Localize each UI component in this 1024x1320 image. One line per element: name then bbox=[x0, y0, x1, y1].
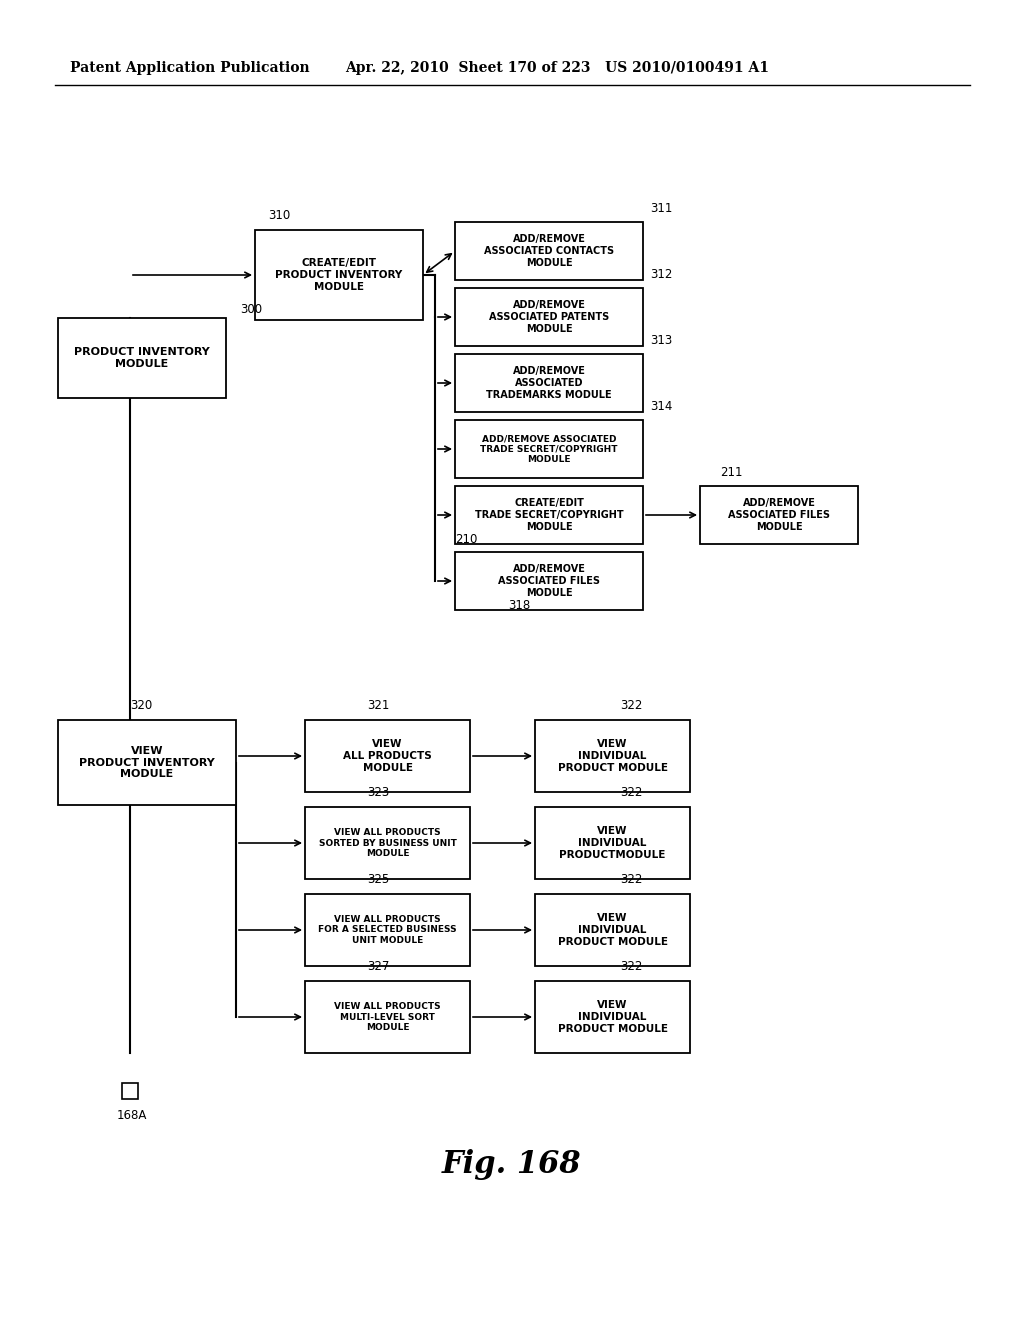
Bar bbox=[535, 719, 690, 792]
Text: 312: 312 bbox=[650, 268, 673, 281]
Bar bbox=[455, 354, 643, 412]
Text: ADD/REMOVE
ASSOCIATED FILES
MODULE: ADD/REMOVE ASSOCIATED FILES MODULE bbox=[498, 565, 600, 598]
Text: VIEW ALL PRODUCTS
FOR A SELECTED BUSINESS
UNIT MODULE: VIEW ALL PRODUCTS FOR A SELECTED BUSINES… bbox=[318, 915, 457, 945]
Text: CREATE/EDIT
TRADE SECRET/COPYRIGHT
MODULE: CREATE/EDIT TRADE SECRET/COPYRIGHT MODUL… bbox=[475, 499, 624, 532]
Text: ADD/REMOVE
ASSOCIATED PATENTS
MODULE: ADD/REMOVE ASSOCIATED PATENTS MODULE bbox=[488, 301, 609, 334]
Bar bbox=[305, 807, 470, 879]
Text: ADD/REMOVE
ASSOCIATED
TRADEMARKS MODULE: ADD/REMOVE ASSOCIATED TRADEMARKS MODULE bbox=[486, 367, 611, 400]
Bar bbox=[305, 719, 470, 792]
Text: VIEW ALL PRODUCTS
SORTED BY BUSINESS UNIT
MODULE: VIEW ALL PRODUCTS SORTED BY BUSINESS UNI… bbox=[318, 828, 457, 858]
Text: 300: 300 bbox=[240, 304, 262, 315]
Bar bbox=[535, 981, 690, 1053]
Text: Fig. 168: Fig. 168 bbox=[442, 1148, 582, 1180]
Text: 322: 322 bbox=[620, 960, 642, 973]
Bar bbox=[58, 719, 236, 805]
Bar bbox=[535, 807, 690, 879]
Text: VIEW
INDIVIDUAL
PRODUCT MODULE: VIEW INDIVIDUAL PRODUCT MODULE bbox=[557, 739, 668, 772]
Text: VIEW
PRODUCT INVENTORY
MODULE: VIEW PRODUCT INVENTORY MODULE bbox=[79, 746, 215, 779]
Bar bbox=[455, 222, 643, 280]
Text: ADD/REMOVE
ASSOCIATED FILES
MODULE: ADD/REMOVE ASSOCIATED FILES MODULE bbox=[728, 499, 830, 532]
Bar bbox=[455, 420, 643, 478]
Text: 327: 327 bbox=[367, 960, 389, 973]
Bar bbox=[58, 318, 226, 399]
Text: 322: 322 bbox=[620, 700, 642, 711]
Text: 310: 310 bbox=[268, 209, 290, 222]
Bar bbox=[122, 1082, 138, 1100]
Text: 320: 320 bbox=[130, 700, 153, 711]
Text: ADD/REMOVE
ASSOCIATED CONTACTS
MODULE: ADD/REMOVE ASSOCIATED CONTACTS MODULE bbox=[484, 235, 614, 268]
Bar bbox=[305, 981, 470, 1053]
Bar bbox=[255, 230, 423, 319]
Text: Patent Application Publication: Patent Application Publication bbox=[70, 61, 309, 75]
Bar bbox=[455, 288, 643, 346]
Text: VIEW
INDIVIDUAL
PRODUCTMODULE: VIEW INDIVIDUAL PRODUCTMODULE bbox=[559, 826, 666, 859]
Text: 321: 321 bbox=[367, 700, 389, 711]
Text: VIEW ALL PRODUCTS
MULTI-LEVEL SORT
MODULE: VIEW ALL PRODUCTS MULTI-LEVEL SORT MODUL… bbox=[334, 1002, 440, 1032]
Text: 211: 211 bbox=[720, 466, 742, 479]
Bar bbox=[455, 486, 643, 544]
Text: 323: 323 bbox=[367, 785, 389, 799]
Text: 311: 311 bbox=[650, 202, 673, 215]
Text: VIEW
INDIVIDUAL
PRODUCT MODULE: VIEW INDIVIDUAL PRODUCT MODULE bbox=[557, 913, 668, 946]
Text: 168A: 168A bbox=[117, 1109, 147, 1122]
Text: 325: 325 bbox=[367, 873, 389, 886]
Bar bbox=[305, 894, 470, 966]
Text: 314: 314 bbox=[650, 400, 673, 413]
Text: 210: 210 bbox=[455, 533, 477, 546]
Text: PRODUCT INVENTORY
MODULE: PRODUCT INVENTORY MODULE bbox=[74, 347, 210, 368]
Text: 318: 318 bbox=[508, 599, 530, 612]
Text: VIEW
ALL PRODUCTS
MODULE: VIEW ALL PRODUCTS MODULE bbox=[343, 739, 432, 772]
Text: 322: 322 bbox=[620, 785, 642, 799]
Text: 322: 322 bbox=[620, 873, 642, 886]
Text: ADD/REMOVE ASSOCIATED
TRADE SECRET/COPYRIGHT
MODULE: ADD/REMOVE ASSOCIATED TRADE SECRET/COPYR… bbox=[480, 434, 617, 463]
Bar bbox=[455, 552, 643, 610]
Bar bbox=[535, 894, 690, 966]
Bar bbox=[700, 486, 858, 544]
Text: Apr. 22, 2010  Sheet 170 of 223   US 2010/0100491 A1: Apr. 22, 2010 Sheet 170 of 223 US 2010/0… bbox=[345, 61, 769, 75]
Text: CREATE/EDIT
PRODUCT INVENTORY
MODULE: CREATE/EDIT PRODUCT INVENTORY MODULE bbox=[275, 259, 402, 292]
Text: 313: 313 bbox=[650, 334, 672, 347]
Text: VIEW
INDIVIDUAL
PRODUCT MODULE: VIEW INDIVIDUAL PRODUCT MODULE bbox=[557, 1001, 668, 1034]
